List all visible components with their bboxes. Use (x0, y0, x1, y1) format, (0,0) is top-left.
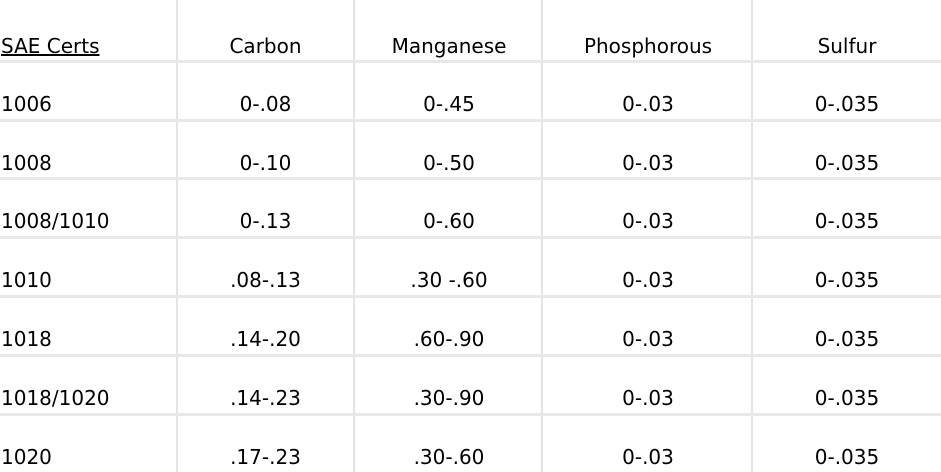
header-phosphorous: Phosphorous (583, 34, 713, 58)
cell-sae-cert: 1008/1010 (1, 209, 110, 234)
header-carbon: Carbon (229, 34, 302, 58)
table-row: 1018/1020 .14-.23 .30-.90 0-.03 0-.035 (0, 354, 941, 413)
table-row: 1010 .08-.13 .30 -.60 0-.03 0-.035 (0, 236, 941, 295)
cell-manganese: .60-.90 (413, 326, 485, 351)
header-sulfur: Sulfur (817, 34, 877, 58)
cell-carbon: 0-.13 (239, 209, 292, 234)
cell-carbon: .14-.23 (230, 385, 301, 410)
cell-sulfur: 0-.035 (814, 444, 880, 469)
cell-phosphorous: 0-.03 (622, 91, 674, 116)
cell-phosphorous: 0-.03 (622, 385, 674, 410)
cell-sulfur: 0-.035 (814, 326, 880, 351)
cell-sae-cert: 1020 (1, 444, 52, 469)
cell-phosphorous: 0-.03 (622, 209, 674, 234)
table-header-row: SAE Certs Carbon Manganese Phosphorous S… (0, 0, 941, 60)
cell-sulfur: 0-.035 (814, 268, 880, 293)
header-sae-certs-label: SAE Certs (1, 34, 100, 58)
cell-manganese: .30-.60 (413, 444, 485, 469)
cell-manganese: 0-.50 (423, 150, 475, 175)
cell-sae-cert: 1018 (1, 326, 52, 351)
row-divider (0, 119, 941, 122)
cell-carbon: .08-.13 (230, 268, 301, 293)
row-divider (0, 354, 941, 357)
cell-manganese: 0-.45 (423, 91, 475, 116)
cell-manganese: .30-.90 (413, 385, 485, 410)
cell-sulfur: 0-.035 (814, 150, 880, 175)
row-divider (0, 236, 941, 239)
header-manganese: Manganese (391, 34, 507, 58)
row-divider (0, 295, 941, 298)
cell-sulfur: 0-.035 (814, 91, 880, 116)
cell-sae-cert: 1010 (1, 268, 52, 293)
row-divider (0, 60, 941, 63)
table-row: 1008 0-.10 0-.50 0-.03 0-.035 (0, 119, 941, 178)
cell-sulfur: 0-.035 (814, 209, 880, 234)
cell-phosphorous: 0-.03 (622, 326, 674, 351)
cell-phosphorous: 0-.03 (622, 268, 674, 293)
cell-carbon: .17-.23 (230, 444, 301, 469)
cell-carbon: 0-.08 (239, 91, 292, 116)
cell-manganese: 0-.60 (423, 209, 475, 234)
row-divider (0, 413, 941, 416)
table-row: 1020 .17-.23 .30-.60 0-.03 0-.035 (0, 413, 941, 472)
cell-phosphorous: 0-.03 (622, 150, 674, 175)
table-row: 1006 0-.08 0-.45 0-.03 0-.035 (0, 60, 941, 119)
cell-sae-cert: 1006 (1, 91, 52, 116)
cell-sulfur: 0-.035 (814, 385, 880, 410)
cell-sae-cert: 1008 (1, 150, 52, 175)
table-row: 1018 .14-.20 .60-.90 0-.03 0-.035 (0, 295, 941, 354)
cell-carbon: 0-.10 (239, 150, 292, 175)
row-divider (0, 177, 941, 180)
cell-carbon: .14-.20 (230, 326, 301, 351)
table-row: 1008/1010 0-.13 0-.60 0-.03 0-.035 (0, 178, 941, 237)
header-sae-certs: SAE Certs (0, 0, 176, 60)
cell-manganese: .30 -.60 (410, 268, 488, 293)
cell-sae-cert: 1018/1020 (1, 385, 110, 410)
cell-phosphorous: 0-.03 (622, 444, 674, 469)
